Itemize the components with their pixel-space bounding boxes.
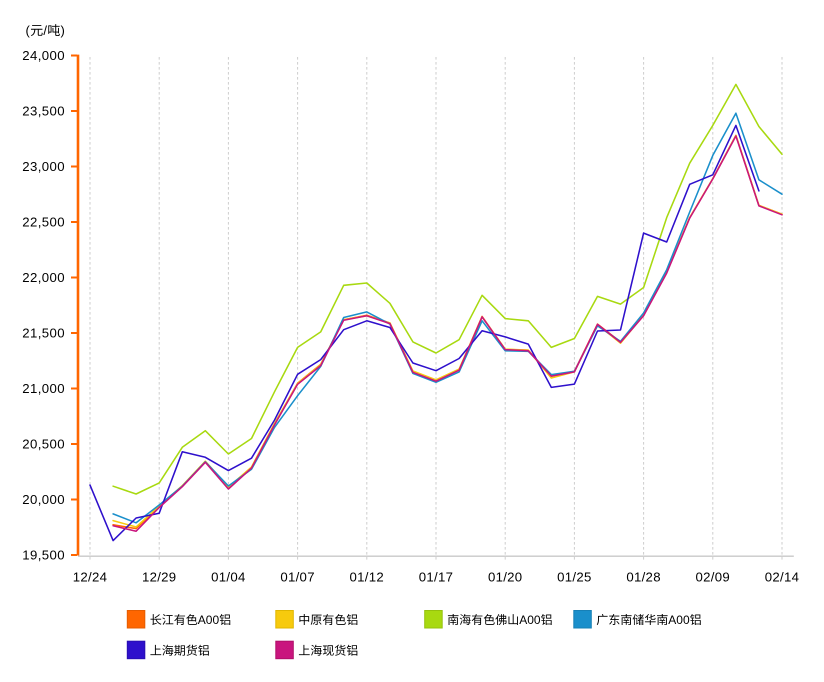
svg-text:20,000: 20,000	[22, 492, 65, 507]
svg-text:24,000: 24,000	[22, 48, 65, 63]
svg-text:): )	[61, 23, 65, 38]
svg-text:20,500: 20,500	[22, 437, 65, 452]
svg-text:01/17: 01/17	[419, 570, 454, 585]
svg-text:(: (	[26, 23, 31, 38]
svg-text:01/25: 01/25	[557, 570, 592, 585]
svg-text:/: /	[43, 23, 47, 38]
svg-text:02/09: 02/09	[696, 570, 731, 585]
svg-text:01/04: 01/04	[211, 570, 246, 585]
svg-text:A00: A00	[668, 613, 690, 627]
svg-text:01/28: 01/28	[626, 570, 661, 585]
svg-text:01/20: 01/20	[488, 570, 523, 585]
svg-text:12/29: 12/29	[142, 570, 177, 585]
svg-text:21,500: 21,500	[22, 326, 65, 341]
svg-text:22,500: 22,500	[22, 215, 65, 230]
svg-text:12/24: 12/24	[73, 570, 108, 585]
svg-text:23,000: 23,000	[22, 159, 65, 174]
svg-text:01/12: 01/12	[350, 570, 385, 585]
svg-text:21,000: 21,000	[22, 381, 65, 396]
svg-text:A00: A00	[198, 613, 220, 627]
svg-text:A00: A00	[519, 613, 541, 627]
svg-text:22,000: 22,000	[22, 270, 65, 285]
svg-text:02/14: 02/14	[765, 570, 800, 585]
svg-text:01/07: 01/07	[280, 570, 315, 585]
svg-text:19,500: 19,500	[22, 548, 65, 563]
svg-text:23,500: 23,500	[22, 104, 65, 119]
